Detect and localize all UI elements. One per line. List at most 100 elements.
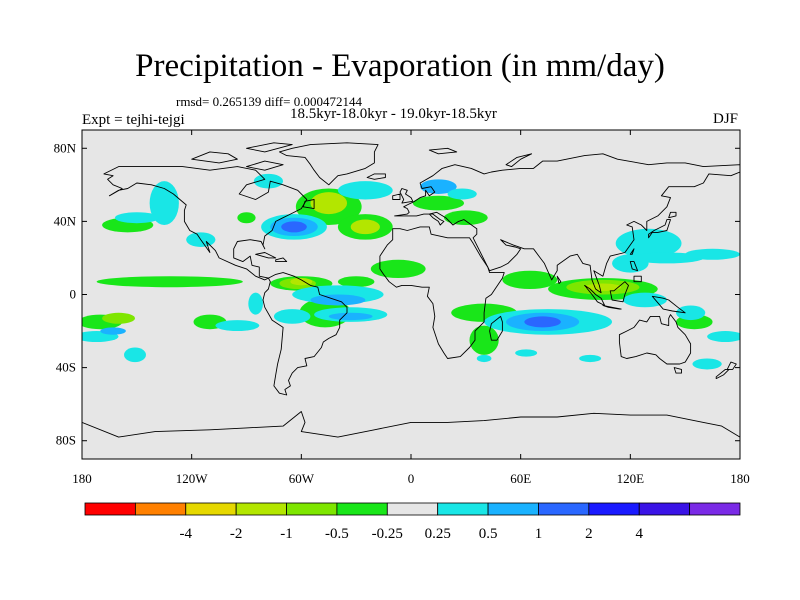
coastline [379,226,505,359]
colorbar-swatch [286,502,338,516]
colorbar-label: -1 [280,526,293,542]
anomaly-patch [310,294,366,306]
anomaly-patch [237,212,256,224]
lat-tick-label: 0 [70,287,77,302]
lon-tick-label: 120W [176,471,209,486]
coastline [302,199,315,210]
anomaly-patch [623,292,667,308]
coastline [103,166,308,281]
colorbar-swatch [84,502,136,516]
lat-tick-label: 40N [54,213,77,228]
coastline [399,188,414,204]
coastline [262,272,348,396]
coastline [556,275,562,284]
coastline [633,275,642,283]
colorbar-swatch [487,502,539,516]
lon-tick-label: 0 [408,471,415,486]
lat-tick-label: 80N [54,140,77,155]
coastline [255,252,277,259]
season-label: DJF [713,111,739,127]
anomaly-patch [676,305,706,321]
coastline [609,281,629,303]
coastline [489,315,503,341]
anomaly-layer [82,173,740,370]
anomaly-patch [273,309,311,324]
anomaly-patch [420,179,457,194]
lat-tick-label: 80S [56,433,76,448]
colorbar-swatch [588,502,640,516]
colorbar: -4 -2 -1 -0.5 -0.25 0.25 0.5 1 2 4 [84,502,741,542]
colorbar-swatch [235,502,287,516]
colorbar-label: 0.5 [479,526,498,542]
colorbar-label: -4 [180,526,193,542]
coastline [505,153,533,168]
lon-tick-label: 60E [510,471,531,486]
lon-tick-label: 60W [289,471,315,486]
colorbar-swatch [185,502,237,516]
coastline [668,211,677,219]
anomaly-patch [685,248,740,260]
axis-ticks: 80N 40N 0 40S 80S 180 120W 60W 0 60E 120E 180 [54,130,750,486]
coastline [726,361,737,370]
coastline [629,261,639,272]
coastline [246,142,293,153]
lon-tick-label: 120E [617,471,645,486]
anomaly-patch [579,354,602,363]
coastline [191,151,238,164]
colorbar-swatch [437,502,489,516]
anomaly-patch [114,212,159,224]
lon-tick-label: 180 [730,471,750,486]
coastline [618,314,692,365]
anomaly-patch [447,188,477,200]
coastline [366,173,386,180]
anomaly-patch [149,181,179,226]
coastline [715,368,730,380]
coastline-layer [82,142,740,459]
anomaly-patch [310,192,348,215]
coastline [394,153,740,294]
lat-tick-label: 40S [56,360,76,375]
anomaly-patch [515,349,538,357]
colorbar-label: -2 [230,526,243,542]
coastline [602,305,622,310]
coastline [673,367,682,374]
anomaly-patch [502,270,558,290]
coastline [246,160,284,171]
colorbar-swatch [689,502,741,516]
anomaly-patch [124,347,146,363]
anomaly-patch [248,292,263,315]
coastline [392,193,401,200]
coastline [651,295,686,314]
coastline [584,284,606,306]
colorbar-label: -0.25 [372,526,403,542]
colorbar-label: 1 [535,526,543,542]
anomaly-patch [96,276,243,288]
coastline [428,147,458,155]
anomaly-patch [370,259,426,279]
colorbar-swatch [638,502,691,516]
anomaly-patch [412,195,465,211]
anomaly-patch [100,327,126,335]
anomaly-patch [615,228,682,258]
lon-tick-label: 180 [72,471,92,486]
anomaly-patch [337,276,375,288]
chart-title: Precipitation - Evaporation (in mm/day) [135,48,665,84]
anomaly-patch [476,354,492,363]
coastline [629,248,635,255]
coastline [648,219,671,239]
colorbar-label: 2 [585,526,593,542]
colorbar-swatch [134,502,187,516]
colorbar-label: 0.25 [425,526,451,542]
anomaly-patch [469,325,499,355]
anomaly-patch [337,181,393,200]
anomaly-patch [524,316,561,328]
colorbar-swatch [386,502,439,516]
experiment-label: Expt = tejhi-tejgi [82,112,185,128]
anomaly-patch [707,331,740,343]
colorbar-label: -0.5 [325,526,349,542]
coastline [278,142,379,186]
coastline [82,411,740,459]
anomaly-patch [328,312,373,321]
anomaly-patch [443,210,488,226]
